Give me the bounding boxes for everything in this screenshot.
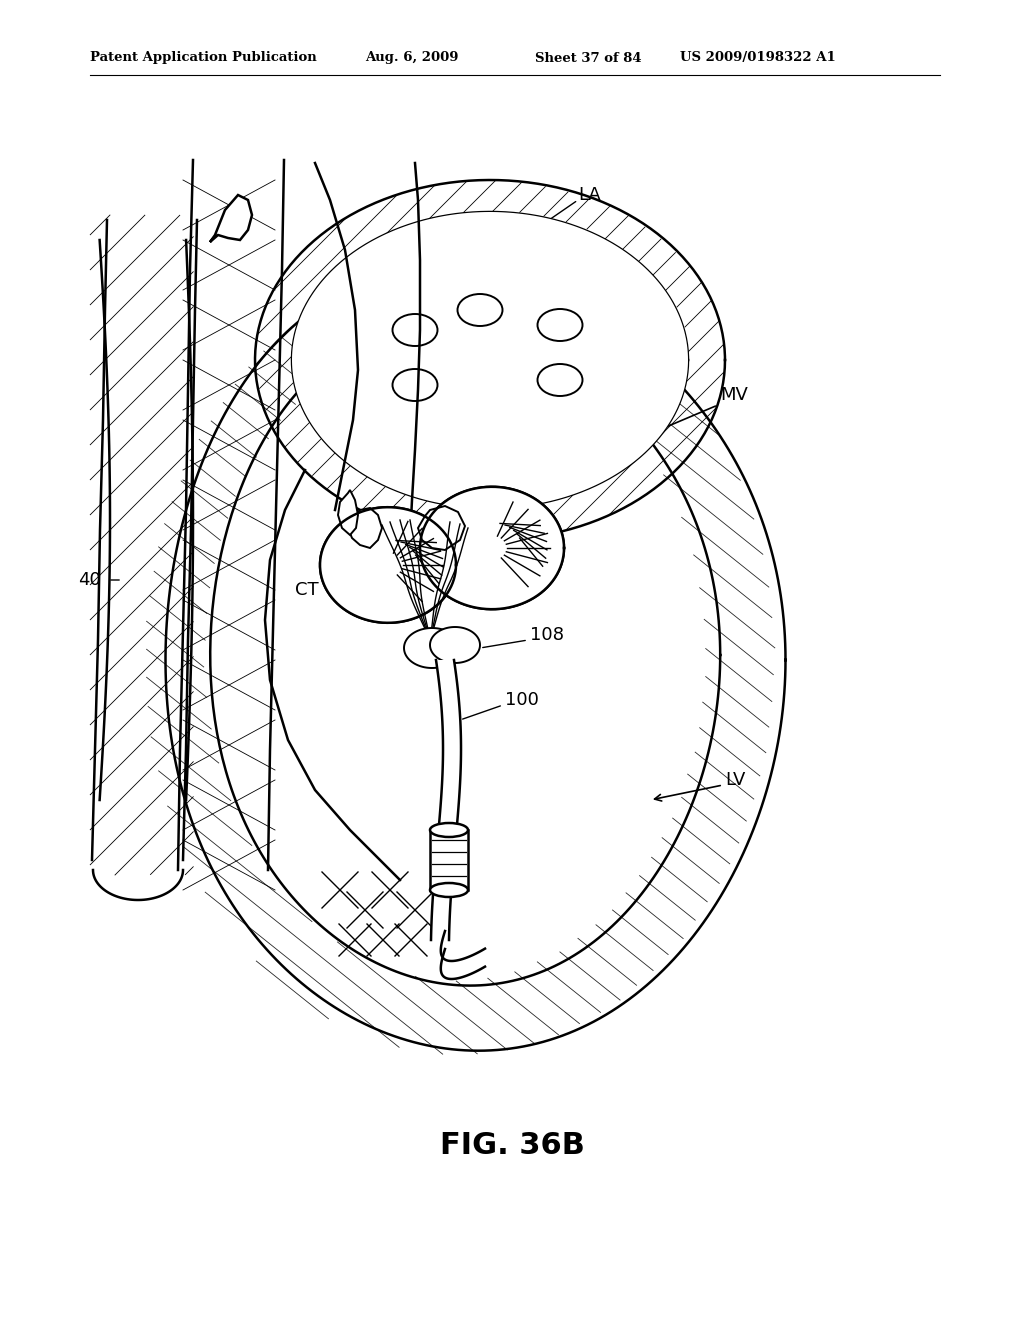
Polygon shape [321,507,456,623]
Text: CT: CT [295,581,318,599]
Text: Aug. 6, 2009: Aug. 6, 2009 [365,51,459,65]
Text: Sheet 37 of 84: Sheet 37 of 84 [535,51,642,65]
Polygon shape [430,830,468,890]
Polygon shape [420,487,564,610]
Text: US 2009/0198322 A1: US 2009/0198322 A1 [680,51,836,65]
Text: LV: LV [725,771,745,789]
Ellipse shape [430,883,468,898]
Text: LF: LF [400,451,420,469]
Text: 40: 40 [78,572,100,589]
Polygon shape [210,195,252,242]
Text: 108: 108 [530,626,564,644]
Polygon shape [348,508,382,548]
Polygon shape [430,627,480,663]
Text: 100: 100 [505,690,539,709]
Ellipse shape [430,822,468,837]
Polygon shape [404,628,460,668]
Text: Patent Application Publication: Patent Application Publication [90,51,316,65]
Polygon shape [431,660,461,940]
Polygon shape [292,213,688,508]
Text: MV: MV [720,385,748,404]
Polygon shape [418,506,465,550]
Text: FIG. 36B: FIG. 36B [439,1130,585,1159]
Polygon shape [338,490,358,535]
Text: LA: LA [578,186,601,205]
